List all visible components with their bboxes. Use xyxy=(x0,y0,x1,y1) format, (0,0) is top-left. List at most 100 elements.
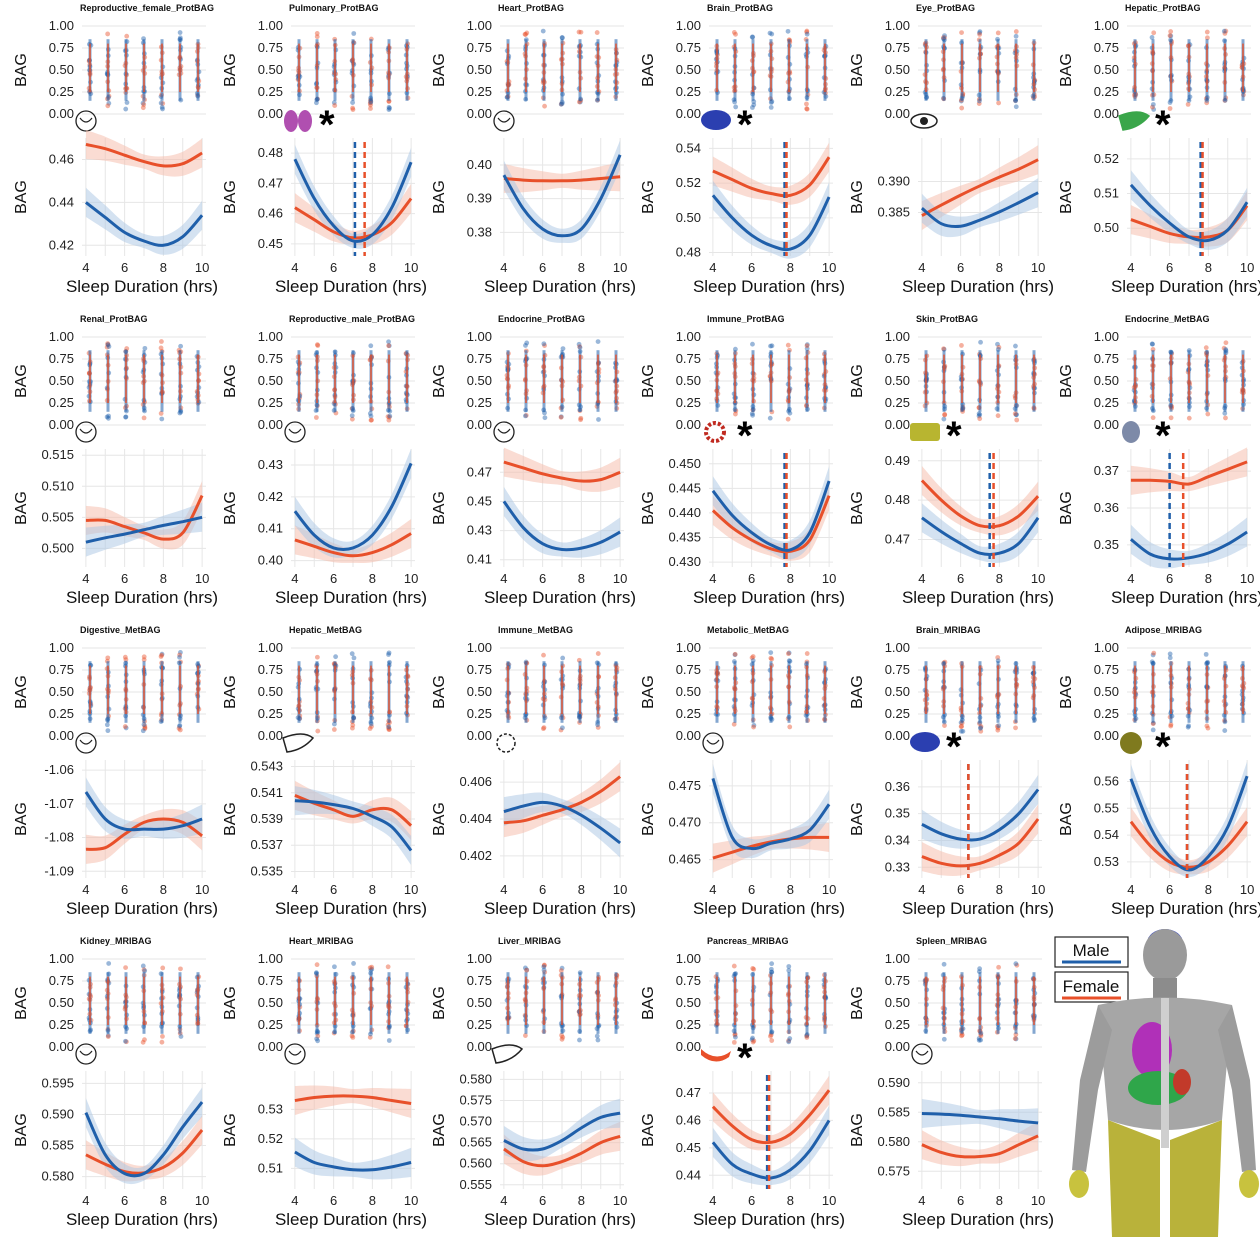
scatter-point xyxy=(315,728,321,734)
scatter-y-tick: 0.00 xyxy=(676,728,701,743)
scatter-y-tick: 1.00 xyxy=(467,951,492,966)
series-line-female xyxy=(921,158,1039,217)
scatter-point xyxy=(559,100,565,106)
x-axis-label: Sleep Duration (hrs) xyxy=(275,899,427,918)
scatter-y-tick: 0.75 xyxy=(1094,662,1119,677)
scatter-y-tick: 0.00 xyxy=(258,728,283,743)
x-tick-label: 4 xyxy=(82,260,89,275)
scatter-y-tick: 0.75 xyxy=(467,662,492,677)
panel-title: Spleen_MRIBAG xyxy=(916,936,987,946)
y-tick-label: 0.40 xyxy=(467,157,492,172)
scatter-y-tick: 1.00 xyxy=(1094,18,1119,33)
scatter-point xyxy=(769,1038,775,1043)
panel-kidney-mribag: Kidney_MRIBAG0.000.250.500.751.00BAG0.58… xyxy=(13,936,218,1229)
scatter-point xyxy=(140,728,146,734)
scatter-y-tick: 0.00 xyxy=(467,728,492,743)
y-axis-label: BAG xyxy=(849,491,866,525)
significance-star: * xyxy=(319,103,335,147)
scatter-y-tick: 0.75 xyxy=(467,973,492,988)
y-tick-label: 0.535 xyxy=(250,863,283,878)
scatter-point xyxy=(785,416,791,422)
y-axis-label: BAG xyxy=(13,491,30,525)
scatter-y-axis-label: BAG xyxy=(849,675,866,709)
y-tick-label: 0.575 xyxy=(877,1163,910,1178)
scatter-point xyxy=(314,342,320,348)
scatter-point xyxy=(731,963,737,969)
y-tick-label: 0.50 xyxy=(676,210,701,225)
y-axis-label: BAG xyxy=(13,180,30,214)
y-tick-label: 0.505 xyxy=(41,509,74,524)
y-axis-label: BAG xyxy=(13,1113,30,1147)
y-tick-label: 0.475 xyxy=(668,778,701,793)
panel-title: Skin_ProtBAG xyxy=(916,314,978,324)
scatter-y-tick: 0.75 xyxy=(467,40,492,55)
scatter-point xyxy=(804,106,810,112)
scatter-point xyxy=(368,102,373,108)
panel-title: Adipose_MRIBAG xyxy=(1125,625,1202,635)
scatter-point xyxy=(524,30,530,36)
scatter-y-tick: 0.00 xyxy=(1094,106,1119,121)
scatter-point xyxy=(331,727,337,732)
panel-title: Heart_ProtBAG xyxy=(498,3,564,13)
scatter-y-tick: 0.25 xyxy=(885,84,910,99)
scatter-y-tick: 1.00 xyxy=(49,951,74,966)
y-tick-label: 0.47 xyxy=(258,175,283,190)
scatter-y-tick: 0.75 xyxy=(676,40,701,55)
x-axis-label: Sleep Duration (hrs) xyxy=(693,899,845,918)
panel-hepatic-metbag: Hepatic_MetBAG0.000.250.500.751.00BAG0.5… xyxy=(222,625,427,918)
scatter-point xyxy=(160,101,166,106)
scatter-point xyxy=(995,413,1001,419)
scatter-point xyxy=(769,31,775,37)
panel-title: Brain_MRIBAG xyxy=(916,625,981,635)
scatter-y-axis-label: BAG xyxy=(640,986,657,1020)
scatter-point xyxy=(141,722,147,727)
y-tick-label: 0.440 xyxy=(668,505,701,520)
series-line-female xyxy=(503,175,621,183)
panel-immune-metbag: Immune_MetBAG0.000.250.500.751.00BAG0.40… xyxy=(431,625,636,918)
scatter-y-tick: 0.00 xyxy=(885,1039,910,1054)
x-tick-label: 8 xyxy=(160,882,167,897)
scatter-point xyxy=(1205,725,1211,731)
x-tick-label: 4 xyxy=(500,882,507,897)
y-tick-label: 0.36 xyxy=(885,779,910,794)
scatter-point xyxy=(1185,101,1191,107)
scatter-y-tick: 1.00 xyxy=(258,640,283,655)
scatter-y-tick: 0.00 xyxy=(49,728,74,743)
scatter-y-axis-label: BAG xyxy=(222,675,239,709)
ci-band-female xyxy=(921,145,1039,231)
scatter-y-tick: 0.50 xyxy=(258,684,283,699)
y-tick-label: 0.580 xyxy=(877,1134,910,1149)
x-axis-label: Sleep Duration (hrs) xyxy=(693,1210,845,1229)
liver-shape xyxy=(282,733,315,753)
scatter-point xyxy=(177,35,183,41)
scatter-y-tick: 0.50 xyxy=(1094,373,1119,388)
y-tick-label: 0.45 xyxy=(467,493,492,508)
scatter-point xyxy=(541,725,547,731)
scatter-point xyxy=(559,99,565,105)
scatter-point xyxy=(314,34,320,40)
scatter-y-tick: 0.75 xyxy=(49,973,74,988)
scatter-point xyxy=(996,723,1002,729)
scatter-point xyxy=(1221,28,1227,34)
x-axis-label: Sleep Duration (hrs) xyxy=(902,588,1054,607)
y-tick-label: 0.51 xyxy=(1094,186,1119,201)
y-tick-label: 0.543 xyxy=(250,759,283,774)
scatter-y-tick: 0.50 xyxy=(467,684,492,699)
line-plot: 0.402 0.404 0.406 4 6 8 10 BAG Sleep Duration (h… xyxy=(431,760,636,918)
scatter-y-tick: 0.50 xyxy=(1094,62,1119,77)
x-axis-label: Sleep Duration (hrs) xyxy=(484,899,636,918)
y-tick-label: -1.09 xyxy=(44,863,74,878)
ci-band-male xyxy=(921,178,1039,238)
scatter-y-tick: 0.25 xyxy=(258,84,283,99)
x-tick-label: 10 xyxy=(822,882,836,897)
scatter-point xyxy=(105,1034,111,1039)
scatter-point xyxy=(977,416,983,422)
scatter-y-tick: 0.25 xyxy=(258,1017,283,1032)
scatter-point xyxy=(332,103,338,108)
scatter-point xyxy=(386,652,391,657)
significance-star: * xyxy=(946,725,962,769)
anatomy-right-hand xyxy=(1239,1170,1259,1198)
liver-shape xyxy=(491,1044,524,1064)
scatter-point xyxy=(594,1033,600,1039)
line-plot: 0.45 0.46 0.47 0.48 4 6 8 10 BAG Sleep Duration (… xyxy=(222,138,427,296)
